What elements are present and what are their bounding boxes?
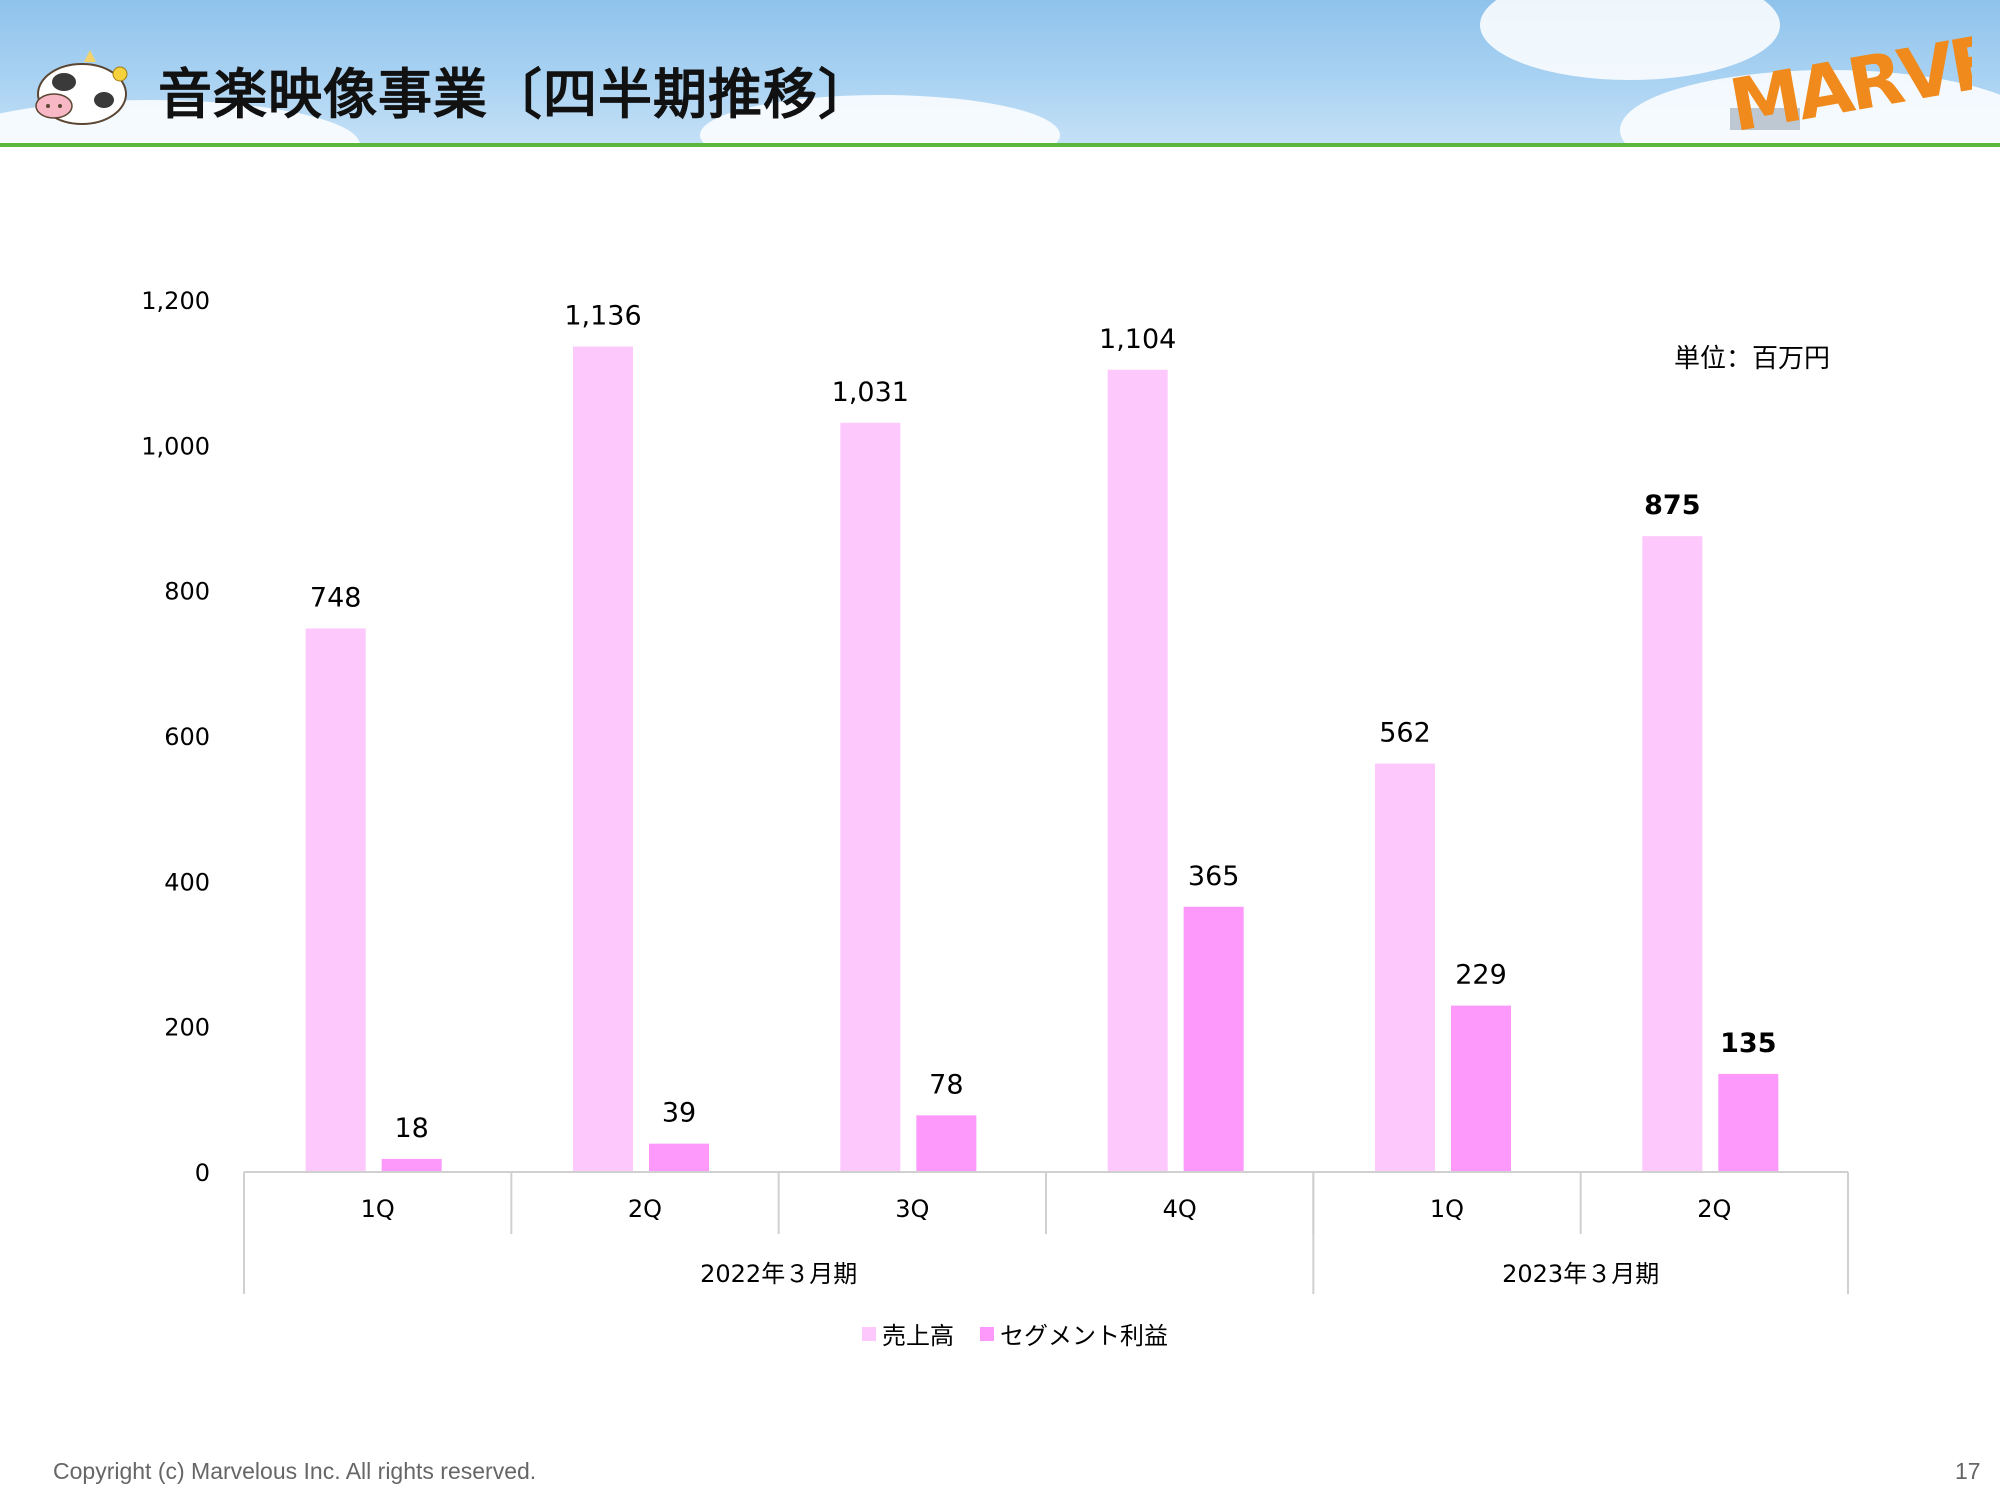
data-label-sales: 1,104 <box>1099 324 1176 355</box>
bar-sales <box>1107 369 1168 1172</box>
page-title: 音楽映像事業〔四半期推移〕 <box>158 63 873 126</box>
unit-label: 単位：百万円 <box>1674 344 1831 374</box>
bar-profit <box>916 1115 977 1172</box>
legend-item-sales: 売上高 <box>862 1316 954 1351</box>
y-tick-label: 400 <box>164 868 210 896</box>
cow-mascot-icon <box>35 50 128 125</box>
data-label-sales: 748 <box>310 582 362 613</box>
bar-sales <box>573 346 633 1172</box>
y-tick-label: 800 <box>164 578 210 606</box>
header-banner: 音楽映像事業〔四半期推移〕 MARVELOUS! <box>0 0 2000 143</box>
legend-label-profit: セグメント利益 <box>1000 1322 1168 1350</box>
legend-swatch-sales <box>862 1326 876 1341</box>
data-label-profit: 135 <box>1720 1028 1776 1059</box>
y-tick-label: 1,000 <box>141 432 210 460</box>
legend-swatch-profit <box>980 1326 994 1341</box>
chart-legend: 売上高 セグメント利益 <box>862 1316 1194 1351</box>
x-tick-label: 1Q <box>1430 1195 1464 1223</box>
data-label-profit: 229 <box>1455 960 1507 991</box>
data-label-profit: 18 <box>394 1113 428 1144</box>
bar-profit <box>649 1143 709 1172</box>
bar-sales <box>840 422 901 1173</box>
data-label-sales: 875 <box>1644 490 1700 521</box>
y-tick-label: 200 <box>164 1014 210 1042</box>
bar-profit <box>1451 1005 1511 1172</box>
bar-sales <box>305 628 366 1172</box>
page-number: 17 <box>1955 1458 1981 1484</box>
copyright-text: Copyright (c) Marvelous Inc. All rights … <box>53 1458 537 1484</box>
x-tick-label: 3Q <box>895 1195 929 1223</box>
bar-profit <box>1183 906 1244 1172</box>
data-label-profit: 365 <box>1188 861 1240 892</box>
data-label-profit: 78 <box>929 1069 963 1100</box>
data-label-sales: 1,031 <box>832 377 909 408</box>
y-tick-label: 600 <box>164 723 210 751</box>
group-label: 2023年３月期 <box>1502 1260 1659 1288</box>
legend-label-sales: 売上高 <box>882 1322 954 1350</box>
x-tick-label: 4Q <box>1163 1195 1197 1223</box>
x-tick-label: 2Q <box>628 1195 662 1223</box>
bar-sales <box>1642 536 1703 1172</box>
marvelous-logo-icon: MARVELOUS! <box>1724 20 1972 130</box>
bar-profit <box>381 1158 442 1172</box>
header-divider <box>0 143 2000 147</box>
x-tick-label: 2Q <box>1697 1195 1731 1223</box>
bar-sales <box>1375 763 1435 1172</box>
group-label: 2022年３月期 <box>700 1260 857 1288</box>
data-label-sales: 1,136 <box>564 301 641 332</box>
data-label-sales: 562 <box>1379 718 1431 749</box>
x-tick-label: 1Q <box>361 1195 395 1223</box>
legend-item-profit: セグメント利益 <box>980 1316 1168 1351</box>
data-label-profit: 39 <box>662 1098 696 1129</box>
y-tick-label: 1,200 <box>141 287 210 315</box>
y-tick-label: 0 <box>195 1159 210 1187</box>
bar-profit <box>1718 1073 1779 1172</box>
